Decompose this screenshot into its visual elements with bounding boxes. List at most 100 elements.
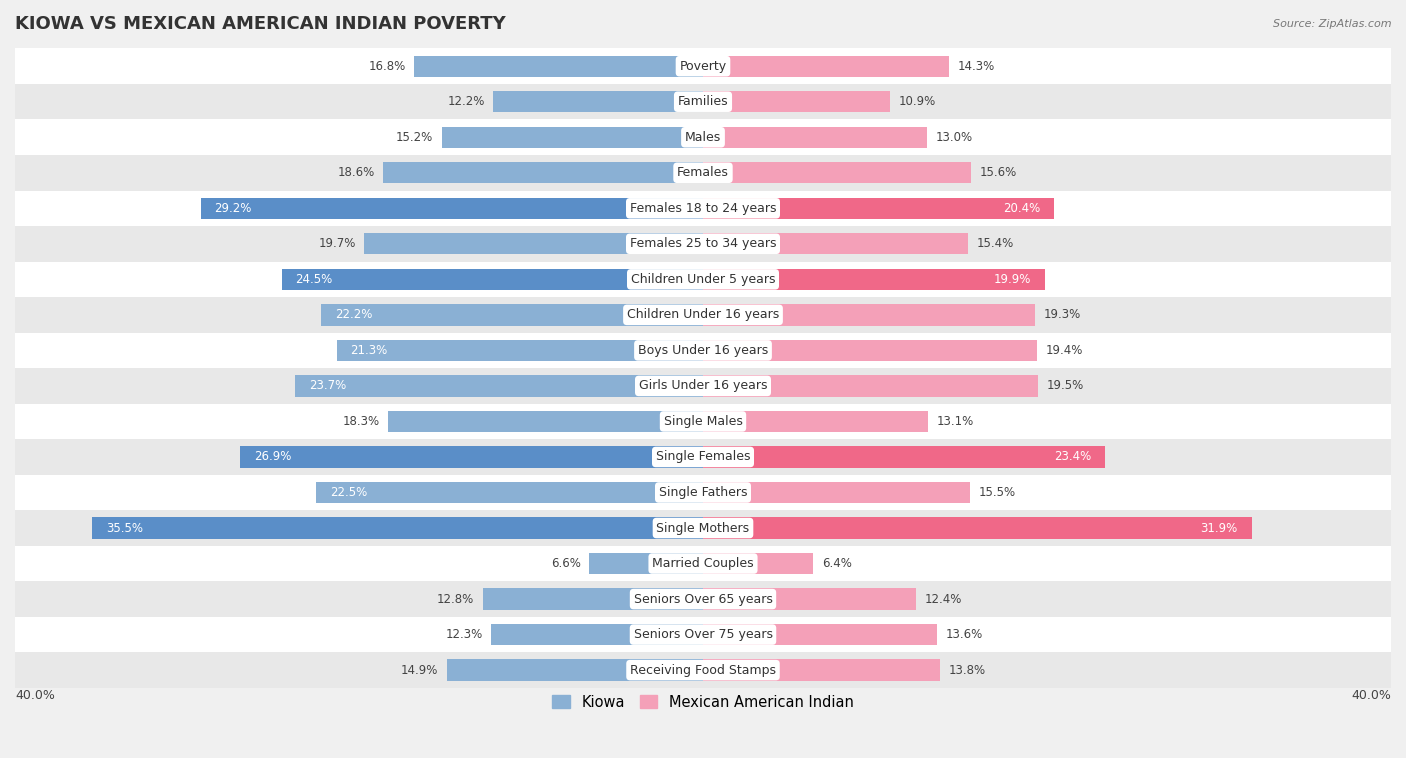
Text: 12.3%: 12.3% <box>446 628 482 641</box>
Text: Girls Under 16 years: Girls Under 16 years <box>638 380 768 393</box>
Bar <box>447 659 703 681</box>
Bar <box>15 475 1391 510</box>
Bar <box>281 268 703 290</box>
Bar <box>15 155 1391 190</box>
Text: 12.4%: 12.4% <box>925 593 962 606</box>
Bar <box>382 162 703 183</box>
Bar <box>15 120 1391 155</box>
Bar <box>703 304 1035 325</box>
Bar <box>15 404 1391 439</box>
Text: Single Males: Single Males <box>664 415 742 428</box>
Text: 31.9%: 31.9% <box>1201 522 1237 534</box>
Text: Females 25 to 34 years: Females 25 to 34 years <box>630 237 776 250</box>
Text: 19.7%: 19.7% <box>318 237 356 250</box>
Bar <box>703 553 813 575</box>
Text: 40.0%: 40.0% <box>1351 688 1391 702</box>
Bar <box>15 84 1391 120</box>
Text: 26.9%: 26.9% <box>254 450 291 463</box>
Text: 24.5%: 24.5% <box>295 273 333 286</box>
Bar <box>15 510 1391 546</box>
Text: 29.2%: 29.2% <box>215 202 252 215</box>
Text: 18.3%: 18.3% <box>343 415 380 428</box>
Bar <box>321 304 703 325</box>
Text: Families: Families <box>678 96 728 108</box>
Bar <box>15 617 1391 653</box>
Text: 40.0%: 40.0% <box>15 688 55 702</box>
Text: 15.5%: 15.5% <box>979 486 1015 499</box>
Text: 12.2%: 12.2% <box>447 96 485 108</box>
Bar <box>703 91 890 112</box>
Text: 13.8%: 13.8% <box>949 663 986 677</box>
Text: Females: Females <box>678 166 728 180</box>
Bar <box>703 411 928 432</box>
Bar <box>15 49 1391 84</box>
Text: Children Under 5 years: Children Under 5 years <box>631 273 775 286</box>
Text: 6.4%: 6.4% <box>821 557 852 570</box>
Bar <box>15 653 1391 688</box>
Bar <box>703 162 972 183</box>
Text: Females 18 to 24 years: Females 18 to 24 years <box>630 202 776 215</box>
Bar <box>703 340 1036 361</box>
Bar <box>15 190 1391 226</box>
Text: Boys Under 16 years: Boys Under 16 years <box>638 344 768 357</box>
Bar <box>15 333 1391 368</box>
Bar <box>15 439 1391 475</box>
Text: Children Under 16 years: Children Under 16 years <box>627 309 779 321</box>
Text: 13.6%: 13.6% <box>945 628 983 641</box>
Text: 10.9%: 10.9% <box>898 96 936 108</box>
Text: 20.4%: 20.4% <box>1002 202 1040 215</box>
Text: Married Couples: Married Couples <box>652 557 754 570</box>
Bar <box>295 375 703 396</box>
Bar <box>703 659 941 681</box>
Text: 18.6%: 18.6% <box>337 166 374 180</box>
Text: 13.0%: 13.0% <box>935 130 973 144</box>
Text: 12.8%: 12.8% <box>437 593 474 606</box>
Text: Single Mothers: Single Mothers <box>657 522 749 534</box>
Bar <box>703 55 949 77</box>
Text: KIOWA VS MEXICAN AMERICAN INDIAN POVERTY: KIOWA VS MEXICAN AMERICAN INDIAN POVERTY <box>15 15 506 33</box>
Text: Single Fathers: Single Fathers <box>659 486 747 499</box>
Text: 13.1%: 13.1% <box>936 415 974 428</box>
Bar <box>703 375 1039 396</box>
Text: 23.4%: 23.4% <box>1054 450 1091 463</box>
Bar <box>15 581 1391 617</box>
Bar <box>240 446 703 468</box>
Legend: Kiowa, Mexican American Indian: Kiowa, Mexican American Indian <box>547 689 859 716</box>
Text: 15.2%: 15.2% <box>395 130 433 144</box>
Text: Males: Males <box>685 130 721 144</box>
Text: 21.3%: 21.3% <box>350 344 388 357</box>
Bar <box>201 198 703 219</box>
Text: Seniors Over 65 years: Seniors Over 65 years <box>634 593 772 606</box>
Bar <box>494 91 703 112</box>
Bar <box>703 268 1045 290</box>
Bar <box>482 588 703 609</box>
Bar <box>413 55 703 77</box>
Text: 15.4%: 15.4% <box>977 237 1014 250</box>
Bar <box>703 588 917 609</box>
Bar <box>589 553 703 575</box>
Bar <box>388 411 703 432</box>
Text: Poverty: Poverty <box>679 60 727 73</box>
Text: Single Females: Single Females <box>655 450 751 463</box>
Bar <box>703 518 1251 539</box>
Bar <box>441 127 703 148</box>
Bar <box>703 446 1105 468</box>
Bar <box>703 482 970 503</box>
Bar <box>703 127 927 148</box>
Text: 14.9%: 14.9% <box>401 663 439 677</box>
Text: Source: ZipAtlas.com: Source: ZipAtlas.com <box>1274 19 1392 29</box>
Bar <box>364 233 703 255</box>
Bar <box>336 340 703 361</box>
Bar <box>316 482 703 503</box>
Bar <box>492 624 703 645</box>
Bar <box>15 297 1391 333</box>
Bar <box>15 226 1391 262</box>
Text: 19.3%: 19.3% <box>1043 309 1081 321</box>
Text: 22.2%: 22.2% <box>335 309 373 321</box>
Text: 14.3%: 14.3% <box>957 60 995 73</box>
Text: 19.9%: 19.9% <box>994 273 1032 286</box>
Bar <box>15 368 1391 404</box>
Bar <box>703 233 967 255</box>
Text: 35.5%: 35.5% <box>107 522 143 534</box>
Bar <box>703 624 936 645</box>
